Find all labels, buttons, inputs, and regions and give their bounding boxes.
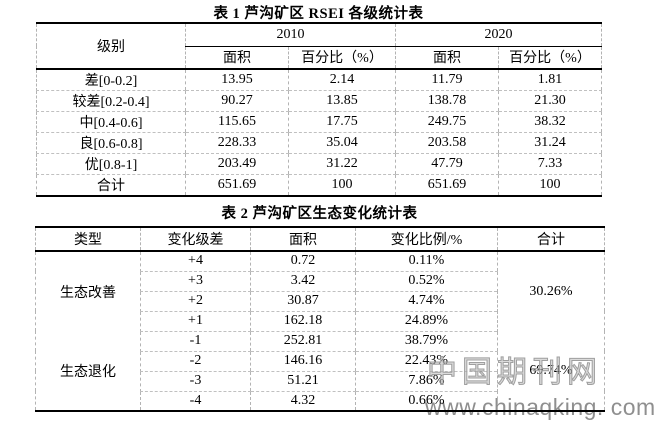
cell-pct-2010: 2.14 <box>288 69 396 91</box>
cell-ratio: 0.66% <box>355 391 498 411</box>
table1-header-percent-2020: 百分比（%） <box>498 46 602 70</box>
cell-area-2020: 138.78 <box>395 90 499 112</box>
cell-pct-2020: 100 <box>498 174 602 196</box>
cell-level: 合计 <box>36 174 186 196</box>
cell-type-degrade: 生态退化 <box>35 331 141 411</box>
cell-ratio: 0.52% <box>355 271 498 292</box>
table-row: -3 51.21 7.86% <box>36 371 605 392</box>
cell-total-degrade: 69.74% <box>497 331 605 411</box>
table-row: -4 4.32 0.66% <box>36 391 605 411</box>
cell-pct-2010: 35.04 <box>288 132 396 154</box>
table1-header-row-measures: 面积 百分比（%） 面积 百分比（%） <box>37 46 602 70</box>
cell-area: 3.42 <box>250 271 356 292</box>
cell-area: 30.87 <box>250 291 356 312</box>
cell-area-2020: 651.69 <box>395 174 499 196</box>
table1-header-row-years: 级别 2010 2020 <box>36 23 602 70</box>
rsei-statistics-table: 级别 2010 2020 面积 百分比（%） 面积 百分比（%） 差[0-0.2… <box>36 22 602 197</box>
table-row: 优[0.8-1] 203.49 31.22 47.79 7.33 <box>36 153 602 175</box>
cell-area: 252.81 <box>250 331 356 352</box>
table2-title: 表 2 芦沟矿区生态变化统计表 <box>221 206 418 222</box>
cell-type-improve: 生态改善 <box>35 251 141 331</box>
cell-grade: +4 <box>140 251 251 272</box>
table1-header-area-2010: 面积 <box>185 46 289 70</box>
cell-pct-2010: 31.22 <box>288 153 396 175</box>
cell-ratio: 7.86% <box>355 371 498 392</box>
table-row: +1 162.18 24.89% <box>36 311 605 332</box>
cell-area-2010: 13.95 <box>185 69 289 91</box>
cell-pct-2020: 1.81 <box>498 69 602 91</box>
table-row: -2 146.16 22.43% <box>36 351 605 372</box>
cell-area: 4.32 <box>250 391 356 411</box>
cell-ratio: 4.74% <box>355 291 498 312</box>
table-row: 生态改善 +4 0.72 0.11% 30.26% <box>35 251 605 331</box>
cell-pct-2020: 31.24 <box>498 132 602 154</box>
cell-ratio: 22.43% <box>355 351 498 372</box>
cell-pct-2010: 100 <box>288 174 396 196</box>
cell-ratio: 0.11% <box>355 251 498 272</box>
cell-area: 146.16 <box>250 351 356 372</box>
cell-level: 中[0.4-0.6] <box>36 111 186 133</box>
table1-header-area-2020: 面积 <box>395 46 499 70</box>
cell-ratio: 24.89% <box>355 311 498 332</box>
cell-level: 良[0.6-0.8] <box>36 132 186 154</box>
table1-title: 表 1 芦沟矿区 RSEI 各级统计表 <box>213 6 424 22</box>
cell-total-improve: 30.26% <box>497 251 605 331</box>
table2-header-grade: 变化级差 <box>140 227 251 252</box>
cell-area: 0.72 <box>250 251 356 272</box>
table1-header-2010: 2010 <box>185 23 396 47</box>
table1-header-2020: 2020 <box>395 23 602 47</box>
cell-level: 优[0.8-1] <box>36 153 186 175</box>
cell-pct-2010: 13.85 <box>288 90 396 112</box>
table1-header-level: 级别 <box>36 23 186 70</box>
cell-area: 51.21 <box>250 371 356 392</box>
table2-header-row: 类型 变化级差 面积 变化比例/% 合计 <box>35 227 605 252</box>
cell-grade: +2 <box>140 291 251 312</box>
table-row: 较差[0.2-0.4] 90.27 13.85 138.78 21.30 <box>36 90 602 112</box>
cell-grade: -3 <box>140 371 251 392</box>
cell-level: 较差[0.2-0.4] <box>36 90 186 112</box>
cell-area-2020: 11.79 <box>395 69 499 91</box>
cell-area-2010: 90.27 <box>185 90 289 112</box>
table-row: +2 30.87 4.74% <box>36 291 605 312</box>
table-row: 中[0.4-0.6] 115.65 17.75 249.75 38.32 <box>36 111 602 133</box>
cell-grade: -4 <box>140 391 251 411</box>
cell-grade: +3 <box>140 271 251 292</box>
table-row: +3 3.42 0.52% <box>36 271 605 292</box>
table1-header-percent-2010: 百分比（%） <box>288 46 396 70</box>
cell-area-2010: 203.49 <box>185 153 289 175</box>
cell-pct-2020: 7.33 <box>498 153 602 175</box>
cell-area-2010: 228.33 <box>185 132 289 154</box>
cell-area-2020: 249.75 <box>395 111 499 133</box>
cell-ratio: 38.79% <box>355 331 498 352</box>
cell-area: 162.18 <box>250 311 356 332</box>
cell-grade: +1 <box>140 311 251 332</box>
table-row-total: 合计 651.69 100 651.69 100 <box>36 174 602 196</box>
cell-area-2010: 115.65 <box>185 111 289 133</box>
table2-header-type: 类型 <box>35 227 141 252</box>
cell-area-2020: 47.79 <box>395 153 499 175</box>
table2-header-area: 面积 <box>250 227 356 252</box>
watermark-brand: 中国期刊网 <box>427 356 602 390</box>
table2-header-total: 合计 <box>497 227 605 252</box>
cell-level: 差[0-0.2] <box>36 69 186 91</box>
table-row: 生态退化 -1 252.81 38.79% 69.74% <box>35 331 605 411</box>
table-row: 良[0.6-0.8] 228.33 35.04 203.58 31.24 <box>36 132 602 154</box>
table-row: 差[0-0.2] 13.95 2.14 11.79 1.81 <box>36 69 602 91</box>
cell-pct-2010: 17.75 <box>288 111 396 133</box>
cell-pct-2020: 38.32 <box>498 111 602 133</box>
cell-area-2020: 203.58 <box>395 132 499 154</box>
table2-header-ratio: 变化比例/% <box>355 227 498 252</box>
cell-pct-2020: 21.30 <box>498 90 602 112</box>
cell-grade: -2 <box>140 351 251 372</box>
cell-grade: -1 <box>140 331 251 352</box>
eco-change-statistics-table: 类型 变化级差 面积 变化比例/% 合计 生态改善 +4 0.72 0.11% … <box>35 226 605 412</box>
cell-area-2010: 651.69 <box>185 174 289 196</box>
